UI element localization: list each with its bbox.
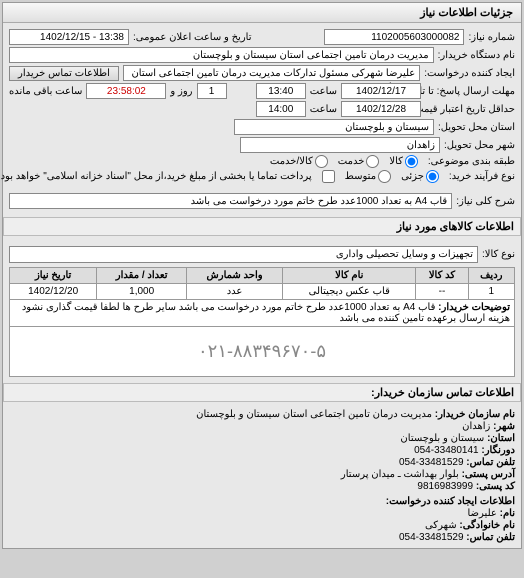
col-qty: تعداد / مقدار: [97, 268, 187, 284]
delivery-city-field: زاهدان: [240, 137, 440, 153]
c-addr-label: آدرس پستی:: [462, 469, 515, 480]
col-code: کد کالا: [416, 268, 468, 284]
valid-date: 1402/12/28: [341, 101, 421, 117]
c-fax-label: دورنگار:: [481, 445, 515, 456]
c-name: علیرضا: [468, 508, 497, 519]
budget-label: طبقه بندی موضوعی:: [428, 156, 515, 167]
table-row[interactable]: 1 -- قاب عکس دیجیتالی عدد 1,000 1402/12/…: [10, 284, 515, 300]
buyer-note-label: توضیحات خریدار:: [438, 302, 510, 313]
requester-label: ایجاد کننده درخواست:: [424, 68, 515, 79]
requester-field: علیرضا شهرکی مسئول تدارکات مدیریت درمان …: [123, 65, 420, 81]
c-lname: شهرکی: [425, 520, 457, 531]
deadline-label: مهلت ارسال پاسخ: تا تاریخ:: [425, 86, 515, 97]
c-city-label: شهر:: [493, 421, 515, 432]
radio-khedmat[interactable]: [366, 155, 379, 168]
c-org: مدیریت درمان تامین اجتماعی استان سیستان …: [196, 409, 432, 420]
req-creator-title: اطلاعات ایجاد کننده درخواست:: [9, 496, 515, 507]
radio-both[interactable]: [315, 155, 328, 168]
radio-jozi[interactable]: [426, 170, 439, 183]
budget-opt-b[interactable]: خدمت: [338, 155, 380, 168]
desc-label: شرح کلی نیاز:: [456, 196, 515, 207]
c-lname-label: نام خانوادگی:: [459, 520, 515, 531]
qty-label: نوع فرآیند خرید:: [449, 171, 515, 182]
delivery-prov-label: استان محل تحویل:: [438, 122, 515, 133]
c-fax: 33480141-054: [414, 445, 479, 456]
col-date: تاریخ نیاز: [10, 268, 97, 284]
buyer-org-label: نام دستگاه خریدار:: [438, 50, 515, 61]
deadline-date: 1402/12/17: [341, 83, 421, 99]
c-city: زاهدان: [462, 421, 490, 432]
c-prov: سیستان و بلوچستان: [400, 433, 484, 444]
goods-title: اطلاعات کالاهای مورد نیاز: [3, 217, 521, 236]
goods-table: ردیف کد کالا نام کالا واحد شمارش تعداد /…: [9, 267, 515, 300]
qty-opt-a[interactable]: جزئی: [401, 170, 439, 183]
budget-opt-c[interactable]: کالا/خدمت: [270, 155, 328, 168]
req-no-field: 1102005603000082: [324, 29, 464, 45]
cat-label: نوع کالا:: [482, 249, 515, 260]
c-org-label: نام سازمان خریدار:: [435, 409, 515, 420]
remain-suffix: ساعت باقی مانده: [9, 86, 82, 97]
buyer-note-row: توضیحات خریدار: قاب A4 به تعداد 1000عدد …: [9, 300, 515, 327]
col-name: نام کالا: [283, 268, 416, 284]
budget-opt-a[interactable]: کالا: [389, 155, 418, 168]
treasury-checkbox[interactable]: [322, 170, 335, 183]
c-zip-label: کد پستی:: [476, 481, 515, 492]
stamp-text: ۰۲۱-۸۸۳۴۹۶۷۰-۵: [198, 341, 326, 362]
c-tel-label: تلفن تماس:: [466, 457, 515, 468]
c-ctel-label: تلفن تماس:: [466, 532, 515, 543]
details-panel: جزئیات اطلاعات نیاز شماره نیاز: 11020056…: [2, 2, 522, 549]
cat-field: تجهیزات و وسایل تحصیلی واداری: [9, 246, 478, 263]
day-label: روز و: [170, 86, 192, 97]
col-row: ردیف: [468, 268, 514, 284]
delivery-prov-field: سیستان و بلوچستان: [234, 119, 434, 135]
col-unit: واحد شمارش: [187, 268, 283, 284]
contact-title: اطلاعات تماس سازمان خریدار:: [3, 383, 521, 402]
radio-kala[interactable]: [405, 155, 418, 168]
days-field: 1: [197, 83, 227, 99]
c-tel: 33481529-054: [399, 457, 464, 468]
treasury-note: پرداخت تماما یا بخشی از مبلغ خرید،از محل…: [0, 171, 312, 182]
c-name-label: نام:: [500, 508, 515, 519]
contact-section: نام سازمان خریدار: مدیریت درمان تامین اج…: [3, 404, 521, 548]
announce-label: تاریخ و ساعت اعلان عمومی:: [133, 32, 252, 43]
valid-time-label: ساعت: [310, 104, 337, 115]
req-no-label: شماره نیاز:: [468, 32, 515, 43]
contact-button[interactable]: اطلاعات تماس خریدار: [9, 66, 119, 81]
valid-time: 14:00: [256, 101, 306, 117]
announce-field: 13:38 - 1402/12/15: [9, 29, 129, 45]
c-zip: 9816983999: [417, 481, 473, 492]
c-ctel: 33481529-054: [399, 532, 464, 543]
buyer-org-field: مدیریت درمان تامین اجتماعی استان سیستان …: [9, 47, 434, 63]
delivery-city-label: شهر محل تحویل:: [444, 140, 515, 151]
panel-title: جزئیات اطلاعات نیاز: [3, 3, 521, 23]
deadline-time: 13:40: [256, 83, 306, 99]
valid-label: حداقل تاریخ اعتبار قیمت: تا تاریخ:: [425, 104, 515, 115]
stamp-area: ۰۲۱-۸۸۳۴۹۶۷۰-۵: [9, 327, 515, 377]
buyer-note: قاب A4 به تعداد 1000عدد طرح خاتم مورد در…: [22, 302, 510, 324]
deadline-time-label: ساعت: [310, 86, 337, 97]
c-prov-label: استان:: [487, 433, 515, 444]
goods-area: نوع کالا: تجهیزات و وسایل تحصیلی واداری …: [3, 238, 521, 381]
remain-field: 23:58:02: [86, 83, 166, 99]
desc-field: قاب A4 به تعداد 1000عدد طرح خاتم مورد در…: [9, 193, 452, 209]
qty-opt-b[interactable]: متوسط: [345, 170, 391, 183]
radio-motevaset[interactable]: [378, 170, 391, 183]
c-addr: بلوار بهداشت ـ میدان پرستار: [341, 469, 459, 480]
header-form: شماره نیاز: 1102005603000082 تاریخ و ساع…: [3, 23, 521, 215]
